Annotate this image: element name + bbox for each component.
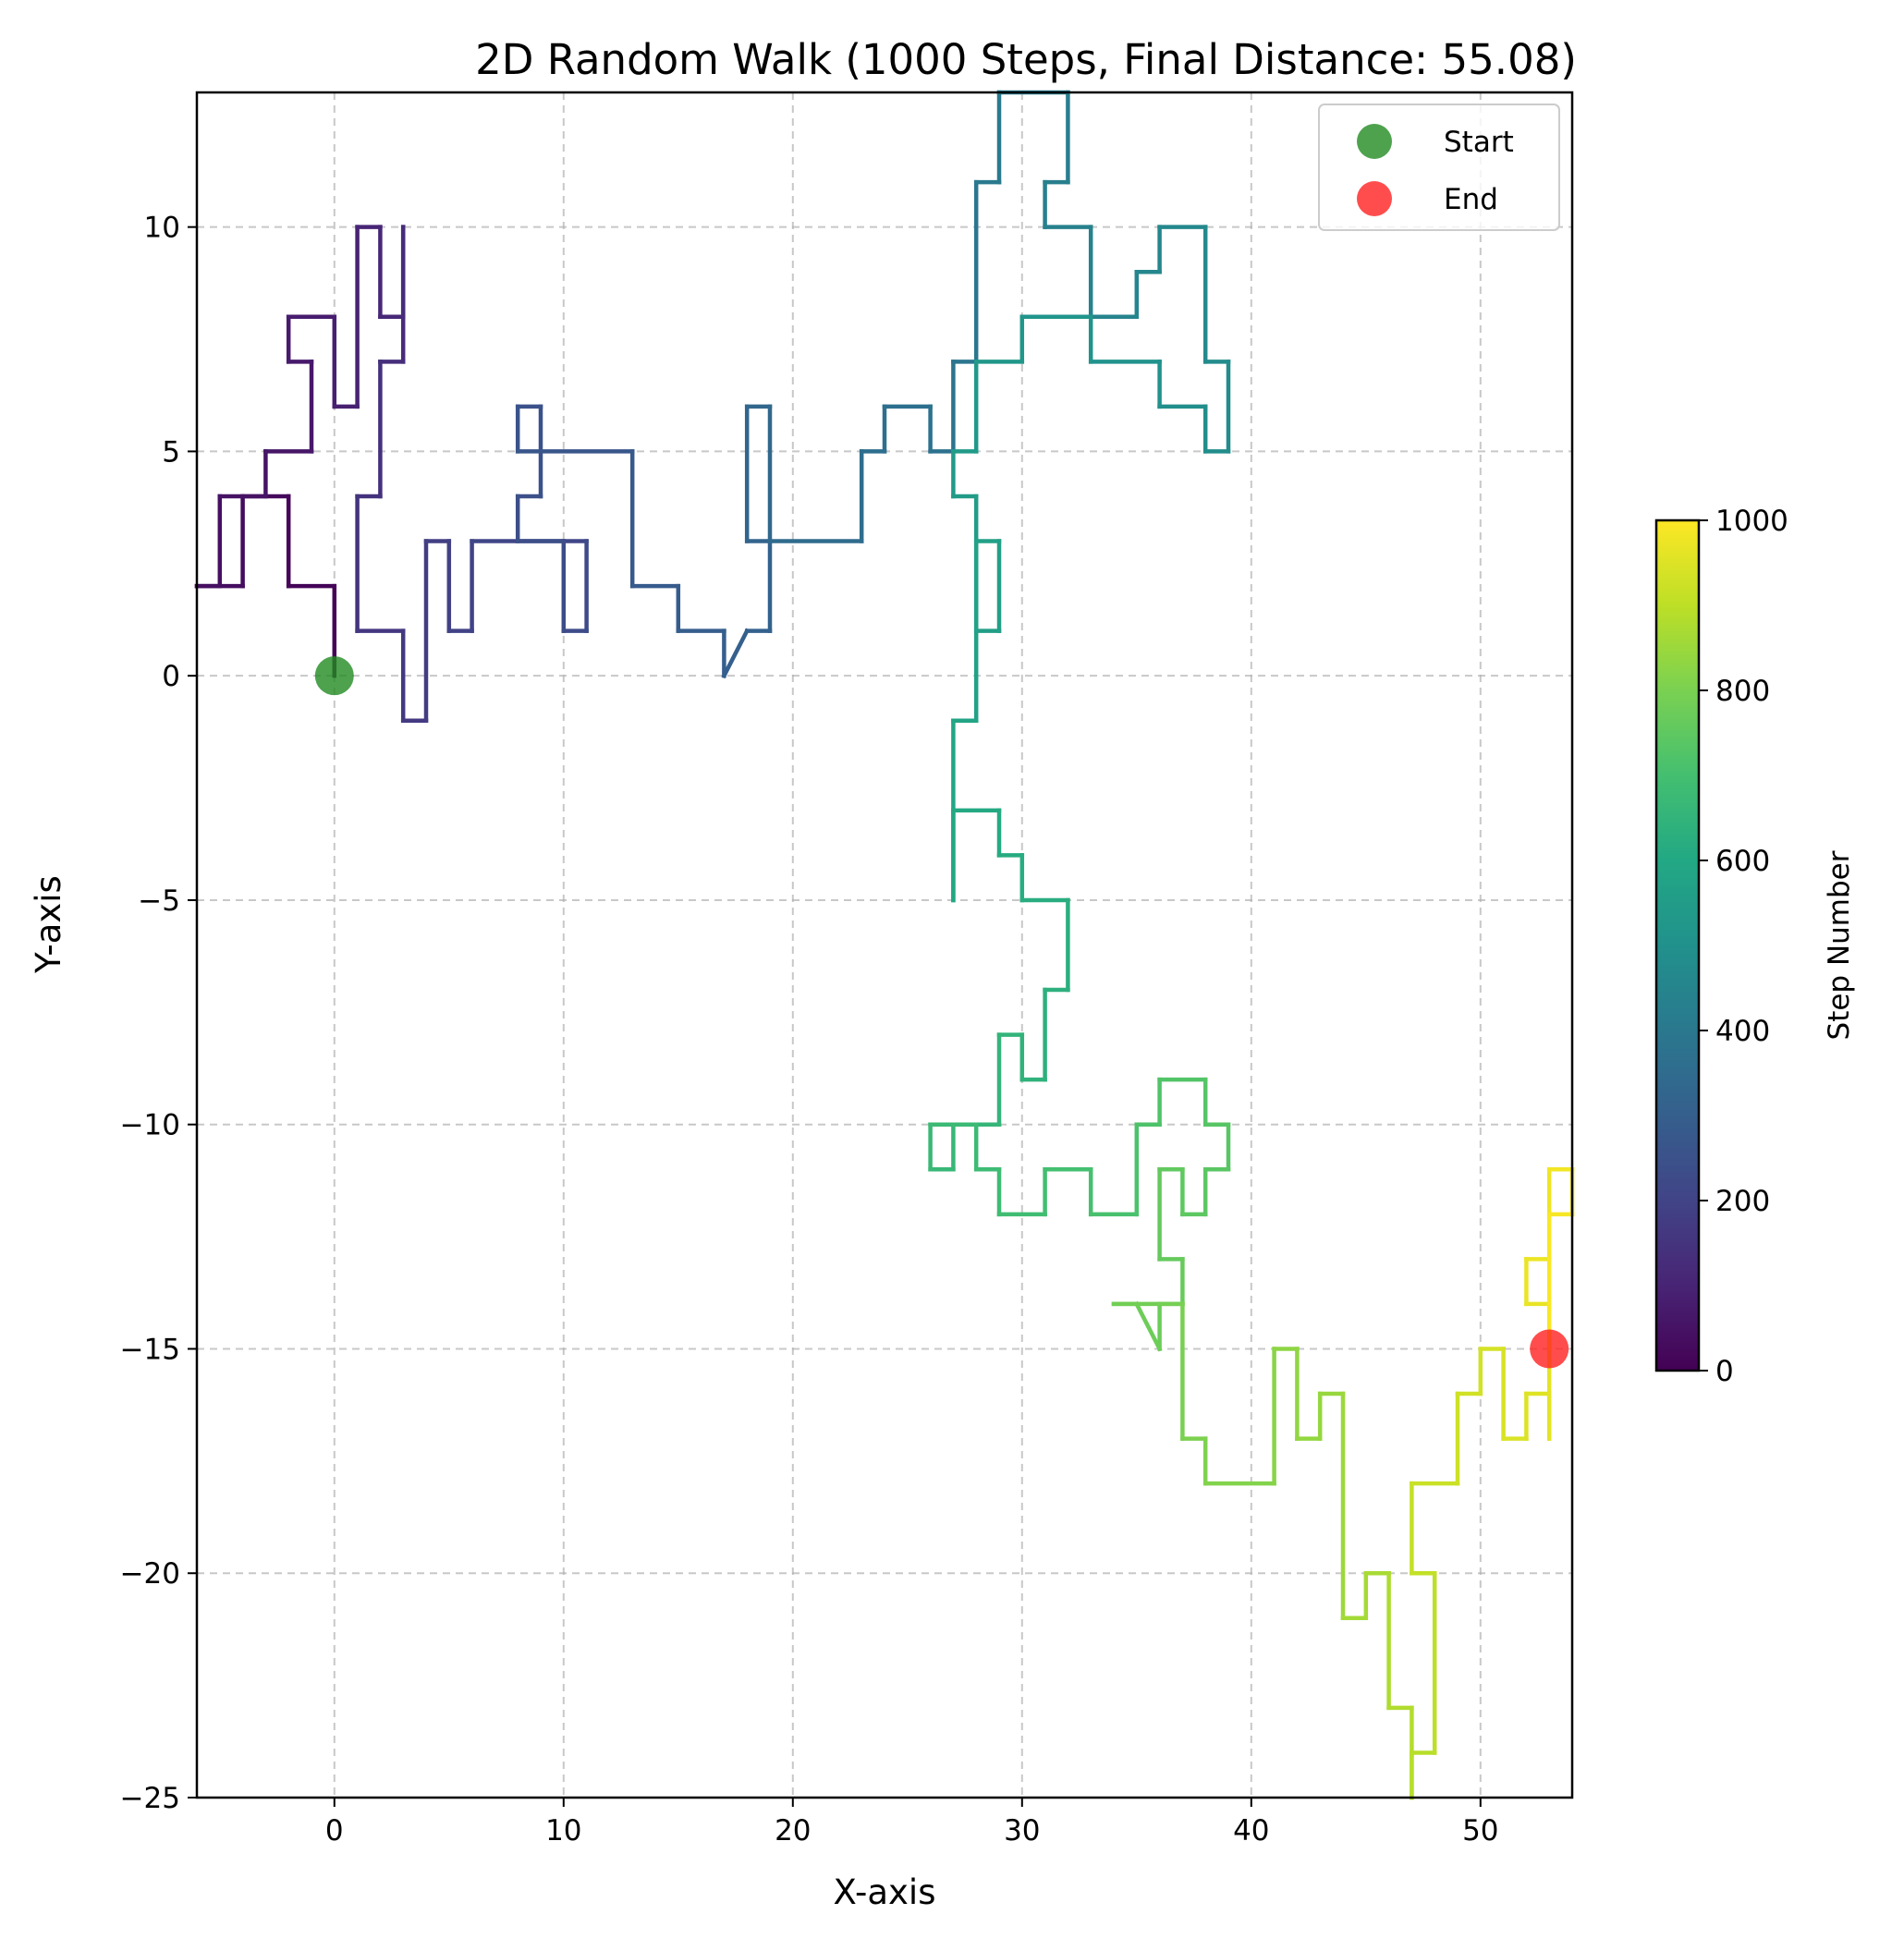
colorbar-tick-label: 400 [1715, 1015, 1770, 1048]
y-tick-label: 5 [162, 435, 180, 469]
y-tick-label: 0 [162, 660, 180, 693]
x-axis-label: X-axis [834, 1872, 936, 1912]
legend-end-marker [1357, 181, 1392, 216]
x-tick-label: 50 [1462, 1814, 1498, 1847]
y-tick-label: −5 [138, 884, 180, 918]
end-marker [1530, 1329, 1569, 1369]
walk-segment [1133, 1300, 1163, 1352]
legend: Start End [1318, 104, 1560, 231]
start-marker [314, 656, 354, 696]
colorbar: 0 200 400 600 800 1000 Step Number [1654, 505, 1856, 1388]
x-tick-label: 30 [1004, 1814, 1040, 1847]
x-tick-label: 40 [1233, 1814, 1269, 1847]
y-tick-label: −20 [120, 1557, 180, 1591]
x-tick-label: 0 [325, 1814, 344, 1847]
y-tick-label: −25 [120, 1782, 180, 1815]
colorbar-ticks: 0 200 400 600 800 1000 [1699, 505, 1788, 1388]
y-tick-label: −10 [120, 1109, 180, 1142]
legend-end-label: End [1444, 183, 1498, 216]
colorbar-gradient [1654, 518, 1701, 1372]
legend-box [1318, 104, 1560, 231]
y-axis-ticks: −25 −20 −15 −10 −5 0 5 10 [120, 212, 197, 1815]
x-tick-label: 10 [545, 1814, 581, 1847]
x-tick-label: 20 [775, 1814, 811, 1847]
y-tick-label: −15 [120, 1333, 180, 1366]
x-axis-ticks: 0 10 20 30 40 50 [325, 1798, 1499, 1847]
colorbar-label: Step Number [1823, 850, 1856, 1040]
y-tick-label: 10 [144, 212, 180, 245]
colorbar-tick-label: 800 [1715, 675, 1770, 708]
walk-segment [721, 628, 751, 679]
y-axis-label: Y-axis [29, 875, 68, 974]
colorbar-tick-label: 0 [1715, 1355, 1734, 1388]
walk-path [194, 90, 1575, 1800]
plot-frame [195, 91, 1574, 1799]
colorbar-tick-label: 200 [1715, 1185, 1770, 1218]
legend-start-label: Start [1444, 126, 1514, 159]
colorbar-tick-label: 600 [1715, 845, 1770, 878]
walk-markers [314, 656, 1569, 1369]
chart-title: 2D Random Walk (1000 Steps, Final Distan… [475, 35, 1577, 84]
legend-start-marker [1357, 124, 1392, 159]
colorbar-tick-label: 1000 [1715, 505, 1788, 538]
